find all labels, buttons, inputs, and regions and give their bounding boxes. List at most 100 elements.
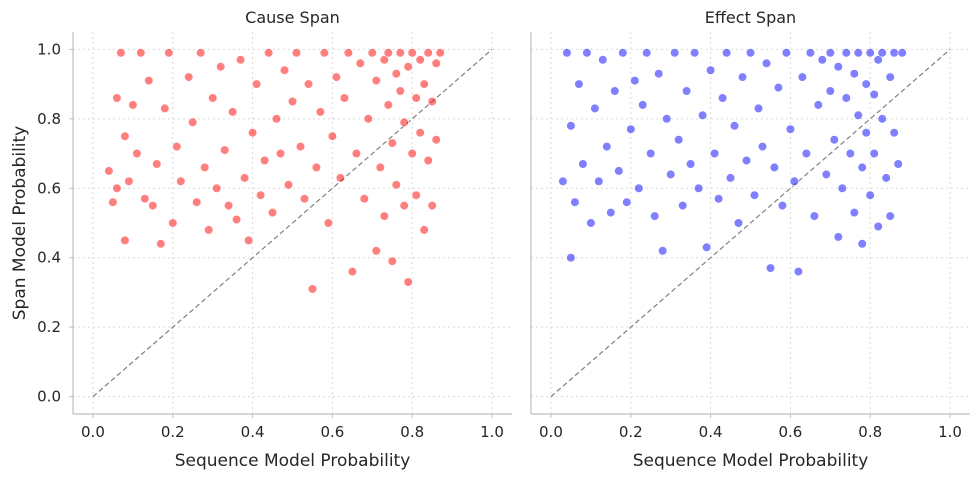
effect-point-20 — [634, 183, 644, 193]
cause-point-19 — [172, 142, 182, 152]
cause-point-63 — [351, 148, 362, 159]
effect-point-69 — [825, 48, 835, 58]
effect-point-39 — [709, 148, 720, 159]
cause-point-43 — [271, 114, 282, 124]
cause-y-tick-label-5: 1.0 — [37, 40, 61, 58]
effect-point-48 — [745, 48, 756, 58]
effect-point-43 — [725, 173, 736, 183]
effect-point-88 — [869, 148, 879, 159]
effect-point-76 — [845, 148, 855, 159]
effect-x-tick-label-4: 0.8 — [858, 423, 882, 441]
cause-point-0 — [104, 166, 114, 176]
effect-point-50 — [753, 103, 764, 113]
effect-point-71 — [833, 232, 843, 242]
effect-points — [558, 48, 907, 277]
cause-point-6 — [120, 131, 130, 141]
cause-point-81 — [399, 201, 409, 211]
effect-point-42 — [721, 48, 732, 58]
cause-point-99 — [435, 48, 445, 58]
effect-point-52 — [761, 58, 772, 68]
cause-reference-line — [92, 48, 493, 398]
effect-point-60 — [793, 267, 804, 277]
effect-point-63 — [805, 48, 816, 58]
effect-panel-title: Effect Span — [705, 8, 796, 27]
cause-x-tick-label-5: 1.0 — [480, 423, 504, 441]
cause-x-ticks: 0.0 0.2 0.4 0.6 0.8 1.0 — [81, 414, 504, 441]
cause-point-71 — [379, 55, 389, 65]
cause-point-10 — [136, 48, 146, 58]
cause-point-59 — [335, 173, 346, 183]
cause-point-51 — [303, 79, 314, 89]
cause-point-76 — [387, 256, 397, 266]
effect-point-40 — [713, 194, 724, 204]
cause-point-22 — [188, 117, 198, 127]
effect-point-22 — [642, 48, 652, 58]
effect-point-90 — [873, 221, 883, 232]
cause-y-tick-label-1: 0.2 — [37, 318, 61, 336]
cause-point-23 — [192, 197, 202, 207]
effect-point-72 — [833, 62, 843, 72]
cause-point-64 — [355, 58, 365, 68]
cause-points — [104, 48, 445, 294]
effect-point-12 — [602, 142, 612, 152]
cause-y-ticks: 0.0 0.2 0.4 0.6 0.8 1.0 — [37, 40, 73, 406]
effect-point-26 — [658, 246, 668, 256]
cause-point-91 — [419, 79, 429, 89]
effect-point-75 — [841, 48, 851, 58]
effect-reference-line — [550, 48, 951, 398]
effect-point-65 — [813, 100, 823, 110]
effect-point-21 — [638, 100, 648, 110]
cause-point-60 — [339, 93, 350, 103]
y-axis-label: Span Model Probability — [10, 126, 30, 321]
effect-point-67 — [821, 169, 831, 179]
cause-point-79 — [395, 86, 405, 96]
effect-point-28 — [666, 169, 676, 179]
effect-point-6 — [578, 159, 588, 169]
effect-point-81 — [857, 162, 867, 172]
cause-point-39 — [256, 190, 266, 200]
cause-point-69 — [371, 75, 381, 86]
cause-point-65 — [359, 194, 369, 204]
cause-point-30 — [220, 145, 230, 155]
cause-point-78 — [391, 180, 401, 190]
effect-point-17 — [622, 197, 632, 207]
cause-point-9 — [132, 148, 142, 159]
cause-point-27 — [208, 93, 218, 103]
effect-point-53 — [765, 263, 776, 273]
cause-point-50 — [299, 194, 310, 204]
effect-point-36 — [697, 110, 708, 120]
cause-point-82 — [399, 117, 409, 127]
effect-point-33 — [685, 159, 696, 169]
cause-point-52 — [307, 284, 318, 294]
cause-point-84 — [403, 277, 413, 287]
effect-point-46 — [737, 72, 748, 82]
cause-point-33 — [232, 214, 242, 225]
cause-point-48 — [291, 48, 302, 58]
cause-point-73 — [383, 100, 393, 110]
effect-x-tick-label-1: 0.2 — [619, 423, 643, 441]
cause-point-12 — [144, 75, 154, 86]
cause-point-41 — [264, 48, 274, 58]
cause-point-15 — [156, 239, 166, 249]
cause-point-49 — [295, 142, 306, 152]
cause-point-29 — [216, 62, 226, 72]
cause-point-45 — [279, 65, 290, 75]
effect-point-64 — [809, 211, 820, 221]
cause-point-83 — [403, 62, 413, 72]
effect-point-54 — [769, 162, 780, 172]
cause-point-85 — [407, 148, 417, 159]
effect-point-61 — [797, 72, 808, 82]
cause-x-tick-label-3: 0.6 — [320, 423, 344, 441]
effect-x-ticks: 0.0 0.2 0.4 0.6 0.8 1.0 — [539, 414, 962, 441]
cause-point-32 — [228, 107, 238, 117]
cause-point-80 — [395, 48, 405, 58]
cause-y-tick-label-4: 0.8 — [37, 110, 61, 128]
effect-point-37 — [701, 242, 712, 252]
cause-y-tick-label-2: 0.4 — [37, 249, 61, 267]
cause-point-77 — [391, 69, 401, 79]
cause-point-67 — [367, 48, 377, 58]
cause-point-8 — [128, 100, 138, 110]
effect-point-15 — [614, 166, 624, 176]
effect-point-31 — [678, 201, 688, 211]
cause-point-90 — [415, 128, 425, 138]
